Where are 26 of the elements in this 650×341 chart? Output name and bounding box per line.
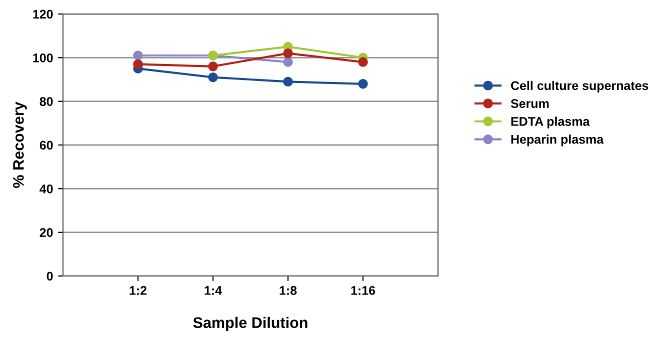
x-tick-label: 1:2 [130, 286, 147, 295]
y-tick-label: 80 [40, 97, 53, 106]
point [283, 57, 293, 67]
legend-label: EDTA plasma [511, 116, 590, 128]
legend-label: Cell culture supernates [511, 80, 648, 93]
x-axis-title: Sample Dilution [193, 316, 308, 332]
legend-label: Heparin plasma [511, 134, 604, 146]
point [283, 76, 293, 87]
y-tick-label: 60 [40, 140, 53, 150]
point [133, 59, 143, 70]
point [358, 57, 368, 67]
x-tick-label: 1:16 [351, 286, 376, 295]
x-tick-label: 1:8 [280, 286, 297, 295]
x-tick-label: 1:4 [204, 286, 222, 295]
y-tick-label: 0 [46, 272, 53, 281]
point [208, 72, 218, 82]
y-tick-label: 120 [33, 10, 53, 19]
y-axis-title: % Recovery [13, 102, 27, 188]
y-tick-label: 40 [40, 184, 53, 194]
y-tick-label: 20 [40, 228, 53, 237]
point [133, 50, 143, 60]
y-tick-label: 100 [33, 53, 53, 62]
point [283, 48, 293, 58]
legend-label: Serum [510, 99, 549, 108]
point [358, 79, 368, 89]
point [208, 62, 218, 72]
